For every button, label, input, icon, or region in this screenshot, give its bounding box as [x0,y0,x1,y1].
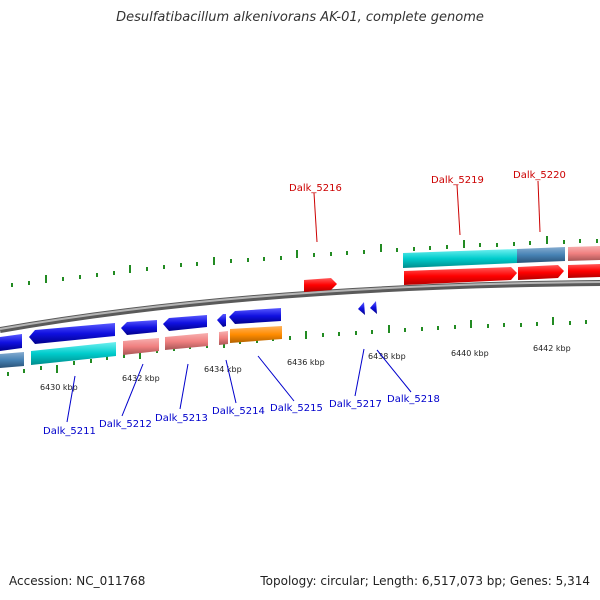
scale-label-6432: 6432 kbp [122,374,160,383]
cds-dalk-5213[interactable] [165,333,208,350]
leader-line-dalk-5212 [121,363,144,417]
gene-dalk-5213[interactable] [163,315,207,331]
cds-forward-next[interactable] [568,246,600,261]
leader-line-dalk-5219 [456,184,461,236]
leader-line-dalk-5216 [313,192,318,243]
cds-dalk-5215[interactable] [230,326,282,343]
label-dalk-5215[interactable]: Dalk_5215 [270,403,323,414]
label-dalk-5216[interactable]: Dalk_5216 [289,183,342,194]
leader-line-dalk-5218 [376,349,412,393]
outer-ticks [11,236,598,287]
scale-label-6438: 6438 kbp [368,352,406,361]
label-dalk-5218[interactable]: Dalk_5218 [387,394,440,405]
genome-summary-text: Topology: circular; Length: 6,517,073 bp… [260,574,590,588]
gene-dalk-5212[interactable] [121,320,157,335]
leader-line-dalk-5211 [66,375,76,423]
cds-dalk-5214[interactable] [219,331,228,345]
gene-dalk-5218[interactable] [370,301,377,314]
cds-dalk-5220[interactable] [517,247,565,263]
leader-line-dalk-5214 [225,359,237,404]
label-dalk-5214[interactable]: Dalk_5214 [212,406,265,417]
label-dalk-5211[interactable]: Dalk_5211 [43,426,96,437]
gene-dalk-5216[interactable] [304,278,337,292]
gene-reverse-left-edge[interactable] [0,334,22,351]
leader-line-dalk-5220 [537,180,541,233]
gene-dalk-5215[interactable] [229,308,281,324]
label-dalk-5220[interactable]: Dalk_5220 [513,170,566,181]
cds-reverse-left-edge[interactable] [0,352,24,368]
genome-title: Desulfatibacillum alkenivorans AK-01, co… [116,10,484,25]
label-dalk-5213[interactable]: Dalk_5213 [155,413,208,424]
scale-label-6436: 6436 kbp [287,358,325,367]
scale-label-6440: 6440 kbp [451,349,489,358]
label-dalk-5217[interactable]: Dalk_5217 [329,399,382,410]
genome-backbone [0,280,600,333]
gene-dalk-5220[interactable] [518,265,564,280]
scale-label-6434: 6434 kbp [204,365,242,374]
gene-forward-next[interactable] [568,264,600,278]
cds-dalk-5211[interactable] [31,342,116,365]
scale-label-6442: 6442 kbp [533,344,571,353]
leader-line-dalk-5215 [257,355,295,402]
gene-dalk-5219[interactable] [404,267,517,285]
label-dalk-5219[interactable]: Dalk_5219 [431,175,484,186]
leader-line-dalk-5213 [179,363,189,410]
gene-dalk-5211[interactable] [29,323,115,344]
scale-label-6430: 6430 kbp [40,383,78,392]
accession-text: Accession: NC_011768 [9,574,146,588]
genome-backbone-highlight [0,281,600,330]
gene-dalk-5214[interactable] [217,314,226,327]
cds-dalk-5219[interactable] [403,249,517,268]
leader-line-dalk-5217 [354,348,365,397]
cds-dalk-5212[interactable] [123,338,159,355]
label-dalk-5212[interactable]: Dalk_5212 [99,419,152,430]
gene-dalk-5217[interactable] [358,302,365,315]
